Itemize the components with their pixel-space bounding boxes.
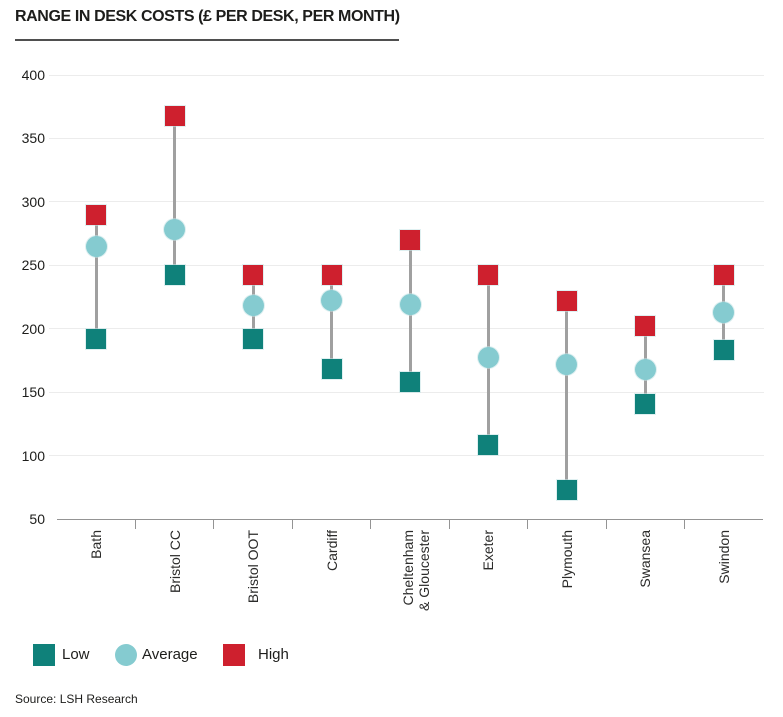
range-line [330,275,334,370]
x-axis-tick [213,519,215,529]
x-axis-label: Cardiff [323,530,340,571]
range-line [173,115,177,276]
average-marker [713,301,735,323]
x-axis-label: Bristol OOT [245,530,262,604]
high-marker [556,290,577,311]
low-marker [556,479,577,500]
gridline [49,391,764,393]
low-marker [321,359,342,380]
average-marker-icon [115,644,137,666]
average-marker [85,235,107,257]
x-axis-label: Swansea [637,530,654,588]
average-marker [399,294,421,316]
y-axis-tick-label: 100 [21,447,45,464]
x-axis-label: Cheltenham & Gloucester [400,530,432,611]
x-axis-tick [605,519,607,529]
high-marker [713,265,734,286]
low-marker [243,328,264,349]
high-marker [321,265,342,286]
legend-label-average: Average [142,646,198,663]
y-axis-tick-label: 200 [21,320,45,337]
high-marker [635,316,656,337]
low-marker [635,393,656,414]
range-line [565,300,569,490]
average-marker [634,358,656,380]
x-axis-label: Swindon [715,530,732,584]
high-marker [164,105,185,126]
legend: Low Average High [0,644,783,666]
x-axis-label: Plymouth [558,530,575,589]
low-marker-icon [33,644,55,666]
low-marker [86,328,107,349]
legend-item-average: Average [115,644,198,666]
y-axis-tick-label: 300 [21,193,45,210]
x-axis-tick [291,519,293,529]
y-axis-tick-label: 350 [21,130,45,147]
y-axis-tick-label: 150 [21,384,45,401]
high-marker-icon [223,644,245,666]
source-note: Source: LSH Research [15,692,138,706]
low-marker [164,265,185,286]
chart-title: RANGE IN DESK COSTS (£ PER DESK, PER MON… [15,8,400,25]
range-line [94,214,98,339]
x-axis-tick [370,519,372,529]
x-axis-label: Bath [88,530,105,559]
x-axis-tick [527,519,529,529]
x-axis-label: Exeter [480,530,497,571]
high-marker [400,229,420,250]
low-marker [478,435,499,456]
low-marker [713,340,734,361]
low-marker [400,371,420,392]
gridline [49,264,764,266]
gridline [49,137,764,139]
gridline [49,201,764,203]
legend-item-high: High [223,644,289,666]
title-underline [15,39,399,41]
high-marker [86,204,107,225]
x-axis-tick [684,519,686,529]
average-marker [477,347,499,369]
average-marker [556,353,578,375]
legend-label-high: High [258,646,289,663]
average-marker [242,295,264,317]
x-axis-tick [134,519,136,529]
high-marker [478,265,499,286]
y-axis-tick-label: 50 [29,511,45,527]
gridline [49,74,764,76]
average-marker [321,290,343,312]
x-axis-line [57,518,763,520]
legend-label-low: Low [62,646,90,663]
gridline [49,455,764,457]
x-axis-tick [448,519,450,529]
y-axis-tick-label: 250 [21,257,45,274]
x-axis-label: Bristol CC [166,530,183,594]
high-marker [243,265,264,286]
gridline [49,328,764,330]
y-axis-tick-label: 400 [21,67,45,83]
legend-item-low: Low [33,644,90,666]
average-marker [164,219,186,241]
